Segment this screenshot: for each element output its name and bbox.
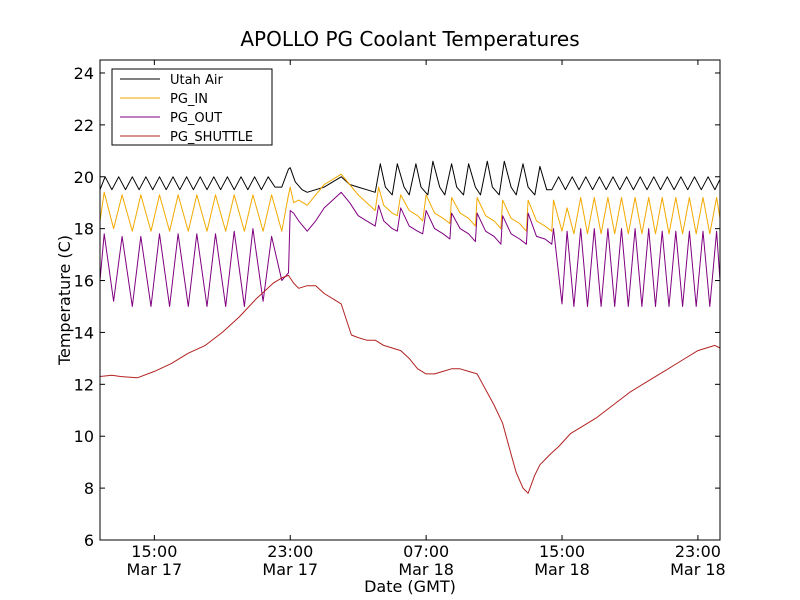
x-tick-label-date: Mar 18 — [398, 560, 454, 579]
y-tick-label: 18 — [74, 220, 94, 239]
legend: Utah Air PG_IN PG_OUT PG_SHUTTLE — [111, 68, 273, 146]
x-tick-label-date: Mar 17 — [262, 560, 318, 579]
legend-label: PG_SHUTTLE — [170, 130, 253, 145]
y-tick-label: 8 — [84, 479, 94, 498]
x-tick-label-date: Mar 18 — [534, 560, 590, 579]
y-tick-label: 12 — [74, 375, 94, 394]
x-tick-label-date: Mar 18 — [670, 560, 726, 579]
legend-label: PG_IN — [170, 92, 208, 107]
y-tick-label: 10 — [74, 427, 94, 446]
x-tick-label-time: 23:00 — [675, 542, 721, 561]
series-layer — [99, 160, 721, 494]
x-axis-label: Date (GMT) — [364, 577, 456, 596]
legend-label: Utah Air — [170, 73, 223, 88]
y-tick-label: 24 — [74, 64, 94, 83]
series-line-utah-air — [99, 160, 721, 196]
chart-title: APOLLO PG Coolant Temperatures — [240, 27, 579, 51]
x-tick-label-time: 15:00 — [539, 542, 585, 561]
y-tick-label: 14 — [74, 323, 94, 342]
x-tick-label-time: 23:00 — [267, 542, 313, 561]
legend-box — [111, 68, 273, 146]
series-line-pg-in — [99, 173, 721, 235]
series-line-pg-out — [99, 191, 721, 307]
y-tick-label: 20 — [74, 168, 94, 187]
x-tick-label-time: 07:00 — [403, 542, 449, 561]
plot-frame — [99, 59, 721, 541]
x-tick-label-date: Mar 17 — [127, 560, 183, 579]
y-tick-label: 22 — [74, 116, 94, 135]
legend-label: PG_OUT — [170, 111, 222, 126]
y-tick-label: 16 — [74, 272, 94, 291]
series-line-pg-shuttle — [99, 274, 721, 494]
y-tick-label: 6 — [84, 531, 94, 550]
x-tick-label-time: 15:00 — [131, 542, 177, 561]
y-axis-label: Temperature (C) — [55, 235, 74, 366]
